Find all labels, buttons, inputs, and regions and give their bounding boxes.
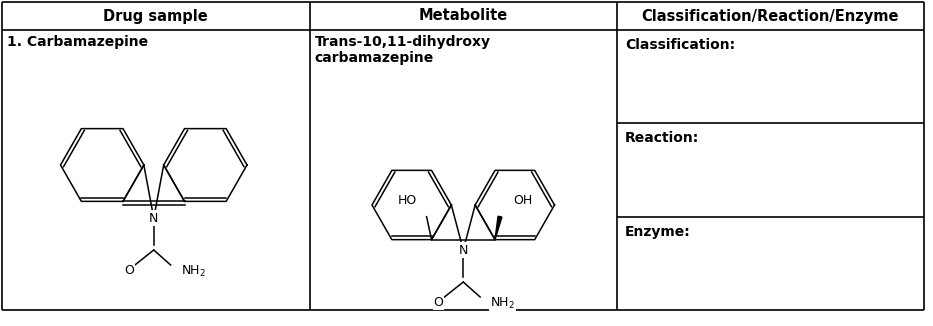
Text: N: N [459, 244, 468, 257]
Text: Classification/Reaction/Enzyme: Classification/Reaction/Enzyme [642, 8, 899, 23]
Text: NH$_2$: NH$_2$ [490, 295, 515, 311]
Text: OH: OH [513, 194, 532, 207]
Text: Enzyme:: Enzyme: [625, 225, 690, 239]
Text: HO: HO [397, 194, 417, 207]
Text: Reaction:: Reaction: [625, 131, 699, 145]
Text: Metabolite: Metabolite [419, 8, 508, 23]
Text: Classification:: Classification: [625, 38, 735, 52]
Text: O: O [434, 297, 443, 309]
Text: N: N [149, 212, 159, 225]
Text: Trans-10,11-dihydroxy
carbamazepine: Trans-10,11-dihydroxy carbamazepine [314, 35, 491, 65]
Polygon shape [495, 216, 502, 240]
Text: 1. Carbamazepine: 1. Carbamazepine [7, 35, 148, 49]
Text: Drug sample: Drug sample [104, 8, 208, 23]
Text: O: O [124, 264, 134, 277]
Text: NH$_2$: NH$_2$ [181, 263, 205, 278]
